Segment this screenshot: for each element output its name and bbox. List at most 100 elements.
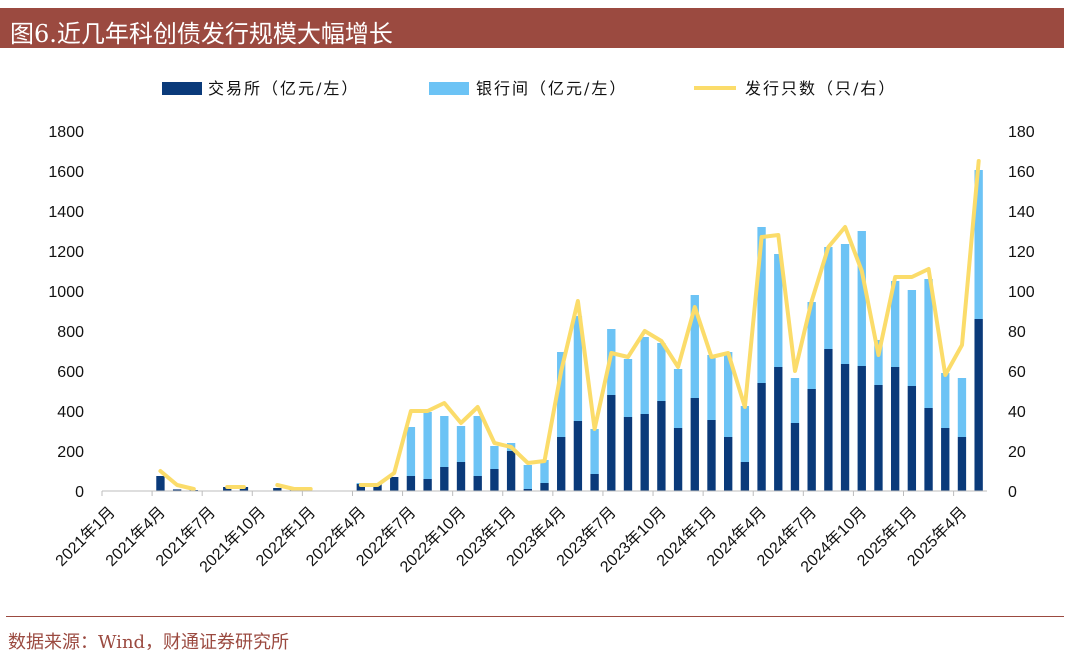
bar-interbank xyxy=(740,406,750,462)
bar-interbank xyxy=(557,352,566,437)
bar-exchange xyxy=(673,428,683,491)
bar-interbank xyxy=(924,279,933,408)
x-axis: 2021年1月2021年4月2021年7月2021年10月2022年1月2022… xyxy=(52,490,987,576)
bar-exchange xyxy=(172,489,182,491)
bar-exchange xyxy=(406,476,416,491)
bar-exchange xyxy=(557,437,566,491)
count-line-segment xyxy=(275,483,313,491)
bar-interbank xyxy=(690,295,699,398)
bar-interbank xyxy=(857,231,866,366)
bar-interbank xyxy=(406,427,416,476)
bar-exchange xyxy=(724,437,733,491)
bar-interbank xyxy=(807,302,816,389)
legend-label-count: 发行只数（只/右） xyxy=(745,79,896,98)
y-axis-right: 0 20 40 60 80 100 120 140 160 180 xyxy=(1008,124,1035,501)
y-right-tick-label: 160 xyxy=(1008,164,1035,181)
y-right-tick-label: 40 xyxy=(1008,404,1026,421)
line-series xyxy=(158,159,981,491)
bar-interbank xyxy=(473,416,482,476)
page-title: 图6.近几年科创债发行规模大幅增长 xyxy=(10,20,393,48)
bar-exchange xyxy=(607,395,616,491)
title-bar: 图6.近几年科创债发行规模大幅增长 xyxy=(0,8,1064,48)
y-right-tick-label: 0 xyxy=(1008,484,1017,501)
bar-exchange xyxy=(390,477,399,491)
bar-interbank xyxy=(824,247,833,349)
bar-exchange xyxy=(974,319,983,491)
bar-interbank xyxy=(540,460,549,483)
bar-interbank xyxy=(423,412,432,479)
count-line-segment xyxy=(358,159,981,487)
y-left-tick-label: 200 xyxy=(57,444,84,461)
legend-label-interbank: 银行间（亿元/左） xyxy=(476,79,627,98)
bar-exchange xyxy=(640,414,649,491)
chart: 交易所（亿元/左） 银行间（亿元/左） 发行只数（只/右） 020040060080… xyxy=(48,79,1035,576)
bar-interbank xyxy=(974,170,983,319)
bar-interbank xyxy=(941,373,950,428)
bar-exchange xyxy=(707,420,716,491)
bar-exchange xyxy=(941,428,950,491)
bar-interbank xyxy=(790,378,800,423)
bar-exchange xyxy=(757,383,766,491)
bar-exchange xyxy=(273,488,282,491)
bar-exchange xyxy=(590,474,599,491)
bar-exchange xyxy=(573,421,583,491)
bar-exchange xyxy=(890,367,900,491)
bar-interbank xyxy=(840,244,850,364)
bar-exchange xyxy=(373,483,382,491)
bar-interbank xyxy=(757,227,766,383)
bar-interbank xyxy=(907,290,917,386)
legend-swatch-interbank xyxy=(429,82,469,95)
bar-interbank xyxy=(657,343,666,401)
bar-interbank xyxy=(490,446,499,469)
bar-interbank xyxy=(707,355,716,420)
y-right-tick-label: 60 xyxy=(1008,364,1026,381)
bar-exchange xyxy=(840,364,850,491)
y-right-tick-label: 80 xyxy=(1008,324,1026,341)
bar-exchange xyxy=(924,408,933,491)
y-right-tick-label: 120 xyxy=(1008,244,1035,261)
bar-exchange xyxy=(523,489,532,491)
bar-interbank xyxy=(874,340,883,385)
y-left-tick-label: 0 xyxy=(75,484,84,501)
bar-exchange xyxy=(623,417,633,491)
count-line-segment xyxy=(158,469,196,491)
bar-interbank xyxy=(440,416,449,467)
bar-exchange xyxy=(239,487,249,491)
legend-swatch-exchange xyxy=(162,82,202,95)
bar-series xyxy=(156,170,983,491)
bar-interbank xyxy=(957,378,967,437)
bar-interbank xyxy=(890,281,900,367)
legend: 交易所（亿元/左） 银行间（亿元/左） 发行只数（只/右） xyxy=(162,79,896,98)
bar-interbank xyxy=(724,352,733,437)
bar-interbank xyxy=(523,465,532,489)
y-right-tick-label: 180 xyxy=(1008,124,1035,141)
bar-interbank xyxy=(623,359,633,417)
source-note: 数据来源：Wind，财通证券研究所 xyxy=(8,632,290,653)
bar-exchange xyxy=(740,462,750,491)
bar-exchange xyxy=(790,423,800,491)
bar-interbank xyxy=(573,316,583,421)
bar-interbank xyxy=(774,254,783,367)
y-left-tick-label: 1200 xyxy=(48,244,84,261)
bar-exchange xyxy=(957,437,967,491)
bar-exchange xyxy=(807,389,816,491)
bar-interbank xyxy=(640,337,649,414)
bar-exchange xyxy=(907,386,917,491)
y-right-tick-label: 20 xyxy=(1008,444,1026,461)
bar-exchange xyxy=(423,479,432,491)
y-left-tick-label: 400 xyxy=(57,404,84,421)
y-left-tick-label: 1400 xyxy=(48,204,84,221)
bar-exchange xyxy=(540,483,549,491)
bar-exchange xyxy=(356,484,365,491)
bar-exchange xyxy=(456,462,466,491)
y-left-tick-label: 1600 xyxy=(48,164,84,181)
bar-interbank xyxy=(673,369,683,428)
bar-exchange xyxy=(473,476,482,491)
y-axis-left: 0 200 400 600 800 1000 1200 1400 1600 1800 xyxy=(48,124,84,501)
footer-divider xyxy=(6,616,1064,617)
bar-exchange xyxy=(690,398,699,491)
y-left-tick-label: 600 xyxy=(57,364,84,381)
bar-exchange xyxy=(824,349,833,491)
y-left-tick-label: 1000 xyxy=(48,284,84,301)
bar-exchange xyxy=(657,401,666,491)
